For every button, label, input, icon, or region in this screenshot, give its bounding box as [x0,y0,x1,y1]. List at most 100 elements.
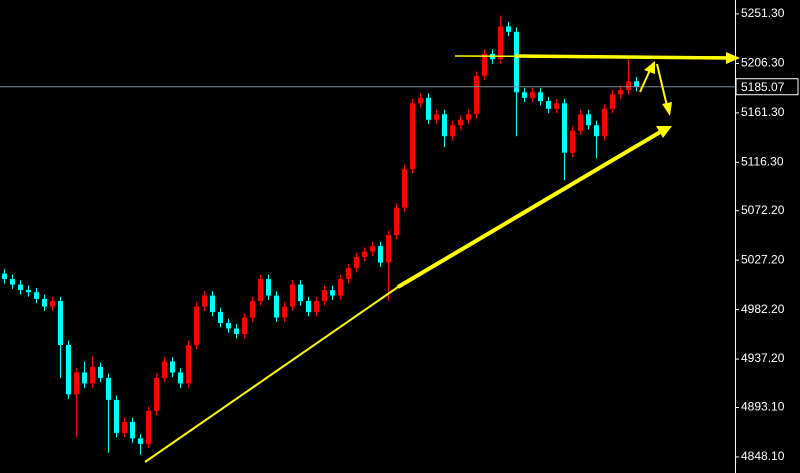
resistance-line [514,54,729,60]
candle-body [306,301,311,313]
price-axis: 5251.30 5206.30 5161.30 5116.30 5072.20 5027.… [735,6,799,463]
arrow-line [656,63,668,107]
candle-body [10,279,15,285]
candle-body [602,108,607,137]
candle-body [218,312,223,324]
candle-body [346,268,351,280]
candle-body [482,53,487,76]
candle-body [194,306,199,345]
candle-body [266,279,271,296]
candle-body [570,130,575,153]
candle-body [458,119,463,126]
candle-body [170,361,175,373]
candle-body [154,377,159,411]
candle-body [546,101,551,109]
arrow-head [656,126,672,138]
candle-body [90,366,95,384]
candle-body [466,114,471,120]
candle-body [434,114,439,120]
y-tick-label: 5161.30 [741,105,785,119]
candle-body [122,421,127,433]
candle-body [450,125,455,137]
candle-body [514,31,519,93]
y-tick-label: 5251.30 [741,6,785,20]
candle-body [282,306,287,318]
candle-body [202,295,207,307]
arrow-head [644,61,655,74]
trend-line [144,286,399,463]
candle-body [186,344,191,384]
candle-body [314,301,319,313]
candle-body [418,97,423,104]
candle-body [530,92,535,98]
candle-body [594,125,599,137]
candle-body [66,344,71,395]
candle-body [114,399,119,433]
candle-body [322,290,327,302]
candle-body [226,323,231,329]
candle-body [162,361,167,378]
candle-body [98,366,103,378]
candle-body [290,284,295,307]
candle-body [234,328,239,335]
candle-body [82,372,87,384]
candle-body [386,235,391,263]
candle-body [242,317,247,335]
candle-body [362,251,367,258]
candle-body [442,114,447,137]
candle-body [538,92,543,102]
y-tick-label: 5027.20 [741,252,785,266]
candle-body [146,410,151,444]
y-tick-label: 5072.20 [741,203,785,217]
candle-body [394,207,399,236]
y-tick-label: 5116.30 [741,154,784,168]
candle-body [410,103,415,170]
arrow-head [662,102,672,116]
candle-body [474,75,479,115]
y-tick-label: 5206.30 [741,56,785,70]
candle-body [578,114,583,131]
arrow-head [726,52,740,64]
candle-body [106,377,111,400]
candle-body [586,114,591,126]
candle-body [74,372,79,395]
candle-body [498,26,503,60]
candle-body [506,26,511,32]
candle-body [130,421,135,439]
candle-body [274,295,279,318]
candle-body [298,284,303,302]
candle-body [178,372,183,384]
candle-body [354,257,359,269]
candle-body [370,246,375,252]
candle-body [138,438,143,444]
candle-body [18,284,23,291]
candle-body [554,103,559,109]
y-tick-label: 4893.10 [741,400,785,414]
candle-body [42,298,47,307]
candle-body [330,290,335,296]
candle-body [26,290,31,293]
y-tick-label: 4982.20 [741,302,785,316]
price-label-box [735,78,799,96]
arrow-line [639,69,651,93]
candle-body [338,279,343,296]
price-label: 5185.07 [741,80,785,94]
candle-body [378,246,383,263]
candle-body [610,94,615,109]
candle-body [426,97,431,120]
candle-body [250,301,255,318]
trend-line [396,129,664,289]
candle-body [634,81,639,87]
candle-body [618,90,623,95]
candle-body [58,301,63,345]
candle-body [258,279,263,302]
candle-body [50,301,55,307]
candle-body [522,92,527,98]
candle-body [402,169,407,208]
candle-body [34,292,39,299]
y-tick-label: 4848.10 [741,449,785,463]
candle-body [2,273,7,280]
